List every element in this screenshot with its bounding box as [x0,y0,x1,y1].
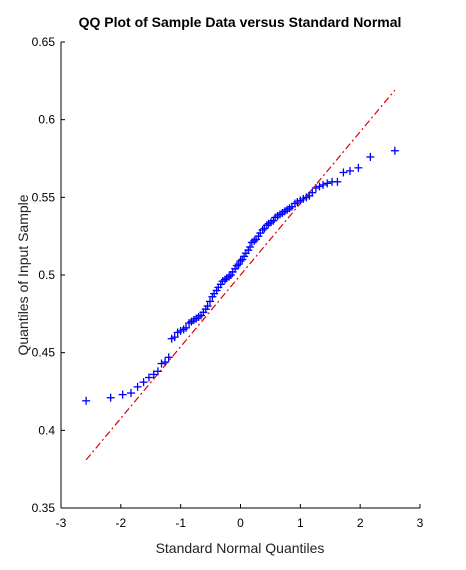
data-point [236,257,245,266]
data-point [170,333,179,342]
reference-line [85,89,396,461]
data-point [339,168,348,177]
x-axis: -3 -2 -1 0 1 2 3 [56,504,424,530]
data-point [319,180,328,189]
chart-title: QQ Plot of Sample Data versus Standard N… [79,14,402,30]
y-axis-label: Quantiles of Input Sample [15,194,31,355]
y-tick-label: 0.4 [38,423,55,437]
data-point [182,323,191,332]
data-point [366,152,375,161]
data-point [153,367,162,376]
data-point [345,166,354,175]
x-tick-label: 0 [237,516,244,530]
points-group [82,146,399,405]
data-point [133,382,142,391]
reference-line-group [85,89,396,461]
data-point [144,373,153,382]
x-tick-label: 2 [357,516,364,530]
data-point [258,225,267,234]
x-tick-label: -3 [56,516,67,530]
y-tick-label: 0.65 [32,35,56,49]
data-point [315,182,324,191]
data-point [118,390,127,399]
data-point [220,275,229,284]
y-tick-label: 0.5 [38,268,55,282]
data-point [164,353,173,362]
data-point [82,396,91,405]
data-point [333,177,342,186]
y-tick-label: 0.45 [32,346,56,360]
data-point [225,272,234,281]
data-point [157,359,166,368]
y-tick-label: 0.6 [38,113,55,127]
data-point [149,370,158,379]
data-point [205,297,214,306]
y-tick-label: 0.35 [32,501,56,515]
x-axis-label: Standard Normal Quantiles [156,540,325,556]
x-tick-label: -2 [115,516,126,530]
data-point [262,221,271,230]
data-point [308,188,317,197]
data-point [232,261,241,270]
data-point [106,393,115,402]
data-point [161,357,170,366]
data-point [250,236,259,245]
data-point [246,243,255,252]
y-axis: 0.35 0.4 0.45 0.5 0.55 0.6 0.65 [32,35,65,515]
x-tick-label: -1 [175,516,186,530]
data-point [323,179,332,188]
y-tick-label: 0.55 [32,190,56,204]
data-point [203,302,212,311]
x-tick-label: 3 [417,516,424,530]
data-point [311,184,320,193]
data-point [127,389,136,398]
data-point [354,163,363,172]
data-point [390,146,399,155]
data-point [139,378,148,387]
x-tick-label: 1 [297,516,304,530]
